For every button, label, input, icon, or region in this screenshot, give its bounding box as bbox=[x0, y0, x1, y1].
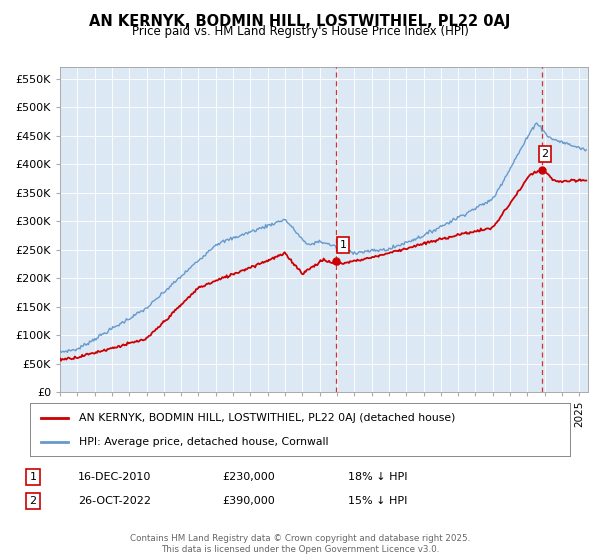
Text: AN KERNYK, BODMIN HILL, LOSTWITHIEL, PL22 0AJ (detached house): AN KERNYK, BODMIN HILL, LOSTWITHIEL, PL2… bbox=[79, 413, 455, 423]
Text: AN KERNYK, BODMIN HILL, LOSTWITHIEL, PL22 0AJ: AN KERNYK, BODMIN HILL, LOSTWITHIEL, PL2… bbox=[89, 14, 511, 29]
Text: 2: 2 bbox=[29, 496, 37, 506]
Text: 15% ↓ HPI: 15% ↓ HPI bbox=[348, 496, 407, 506]
Text: 26-OCT-2022: 26-OCT-2022 bbox=[78, 496, 151, 506]
Text: Price paid vs. HM Land Registry's House Price Index (HPI): Price paid vs. HM Land Registry's House … bbox=[131, 25, 469, 38]
Text: 16-DEC-2010: 16-DEC-2010 bbox=[78, 472, 151, 482]
Text: HPI: Average price, detached house, Cornwall: HPI: Average price, detached house, Corn… bbox=[79, 436, 328, 446]
Text: 1: 1 bbox=[29, 472, 37, 482]
Text: £390,000: £390,000 bbox=[222, 496, 275, 506]
Text: £230,000: £230,000 bbox=[222, 472, 275, 482]
Text: 18% ↓ HPI: 18% ↓ HPI bbox=[348, 472, 407, 482]
Text: 2: 2 bbox=[542, 149, 548, 159]
Text: 1: 1 bbox=[340, 240, 347, 250]
Text: Contains HM Land Registry data © Crown copyright and database right 2025.
This d: Contains HM Land Registry data © Crown c… bbox=[130, 534, 470, 554]
